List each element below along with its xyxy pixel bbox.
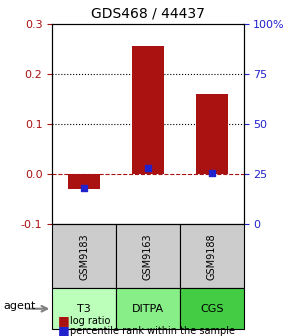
FancyBboxPatch shape — [180, 224, 244, 288]
Text: log ratio: log ratio — [70, 316, 110, 326]
FancyBboxPatch shape — [52, 224, 116, 288]
FancyBboxPatch shape — [52, 288, 116, 329]
Text: agent: agent — [3, 301, 35, 311]
FancyBboxPatch shape — [116, 224, 180, 288]
Bar — [68, 174, 100, 189]
Bar — [132, 46, 164, 174]
Text: T3: T3 — [77, 304, 91, 314]
Text: percentile rank within the sample: percentile rank within the sample — [70, 326, 235, 336]
Point — [146, 165, 150, 171]
Text: CGS: CGS — [200, 304, 224, 314]
Point — [209, 170, 214, 176]
FancyBboxPatch shape — [116, 288, 180, 329]
Text: GSM9183: GSM9183 — [79, 233, 89, 280]
Text: ■: ■ — [58, 325, 70, 336]
Text: GSM9188: GSM9188 — [207, 233, 217, 280]
Text: DITPA: DITPA — [132, 304, 164, 314]
Text: GSM9163: GSM9163 — [143, 233, 153, 280]
Bar — [196, 94, 228, 174]
Text: ■: ■ — [58, 314, 70, 327]
Title: GDS468 / 44437: GDS468 / 44437 — [91, 7, 205, 21]
FancyBboxPatch shape — [180, 288, 244, 329]
Point — [82, 185, 86, 191]
